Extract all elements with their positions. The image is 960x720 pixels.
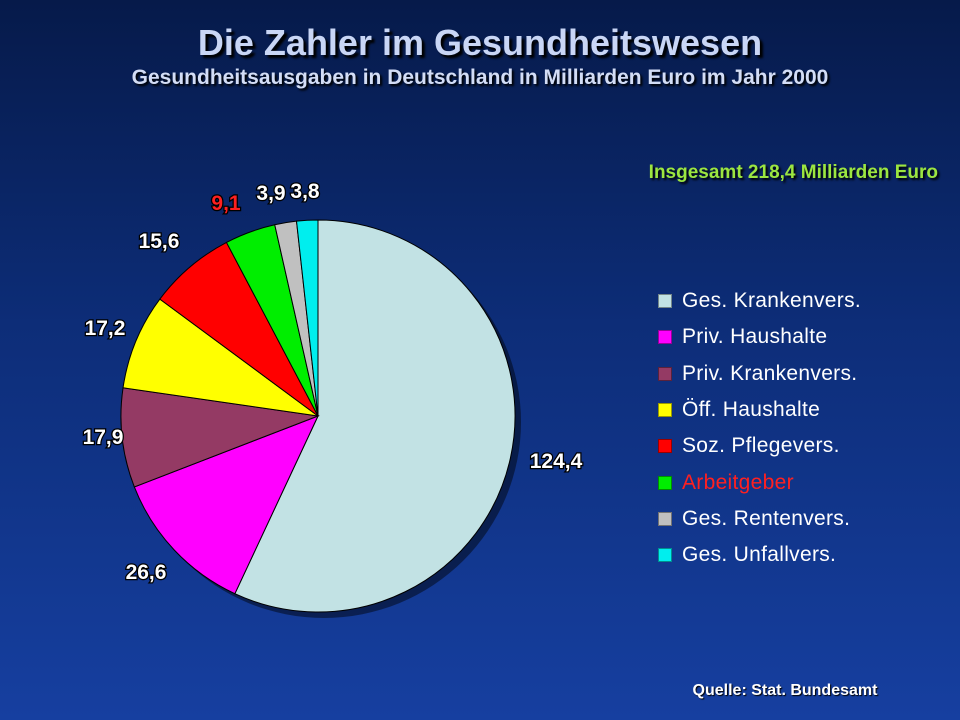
slice-value-label-0: 124,4 [530, 450, 583, 473]
chart-legend: Ges. Krankenvers. Priv. Haushalte Priv. Kr… [658, 283, 948, 573]
total-label: Insgesamt 218,4 Milliarden Euro [648, 162, 938, 183]
legend-item-0: Ges. Krankenvers. [658, 283, 948, 319]
slice-value-label-6: 3,9 [256, 182, 285, 205]
pie-slice-3 [122, 298, 319, 417]
page-title: Die Zahler im Gesundheitswesen [197, 22, 763, 63]
pie-slice-2 [120, 387, 320, 488]
legend-swatch-5 [658, 475, 672, 490]
legend-item-4: Soz. Pflegevers. [658, 428, 948, 464]
legend-label-4: Soz. Pflegevers. [682, 434, 840, 458]
legend-item-1: Priv. Haushalte [658, 319, 948, 355]
legend-item-6: Ges. Rentenvers. [658, 501, 948, 537]
legend-swatch-4 [658, 439, 672, 454]
legend-label-0: Ges. Krankenvers. [682, 289, 862, 313]
legend-swatch-1 [658, 330, 672, 345]
pie-slice-7 [295, 219, 319, 417]
legend-swatch-7 [658, 548, 672, 563]
legend-item-5: Arbeitgeber [658, 464, 948, 500]
page-subtitle: Gesundheitsausgaben in Deutschland in Mi… [131, 66, 829, 89]
pie-slice-1 [133, 415, 319, 595]
legend-swatch-6 [658, 511, 672, 526]
legend-item-2: Priv. Krankenvers. [658, 356, 948, 392]
slice-value-label-1: 26,6 [126, 561, 167, 584]
legend-item-7: Ges. Unfallvers. [658, 537, 948, 573]
legend-label-1: Priv. Haushalte [682, 325, 828, 349]
legend-swatch-3 [658, 403, 672, 418]
slice-value-label-7: 3,8 [290, 180, 320, 203]
source-note: Quelle: Stat. Bundesamt [692, 682, 878, 699]
legend-label-2: Priv. Krankenvers. [682, 361, 858, 385]
pie-slice-0 [234, 219, 516, 613]
slice-value-label-3: 17,2 [85, 317, 126, 340]
legend-swatch-2 [658, 366, 672, 381]
legend-item-3: Öff. Haushalte [658, 392, 948, 428]
slice-value-label-5: 9,1 [211, 192, 241, 215]
legend-label-5: Arbeitgeber [682, 470, 794, 494]
slice-value-label-2: 17,9 [83, 426, 124, 449]
legend-label-7: Ges. Unfallvers. [682, 543, 837, 567]
legend-swatch-0 [658, 294, 672, 309]
slice-value-label-4: 15,6 [139, 230, 180, 253]
legend-label-6: Ges. Rentenvers. [682, 506, 851, 530]
legend-label-3: Öff. Haushalte [682, 398, 821, 422]
